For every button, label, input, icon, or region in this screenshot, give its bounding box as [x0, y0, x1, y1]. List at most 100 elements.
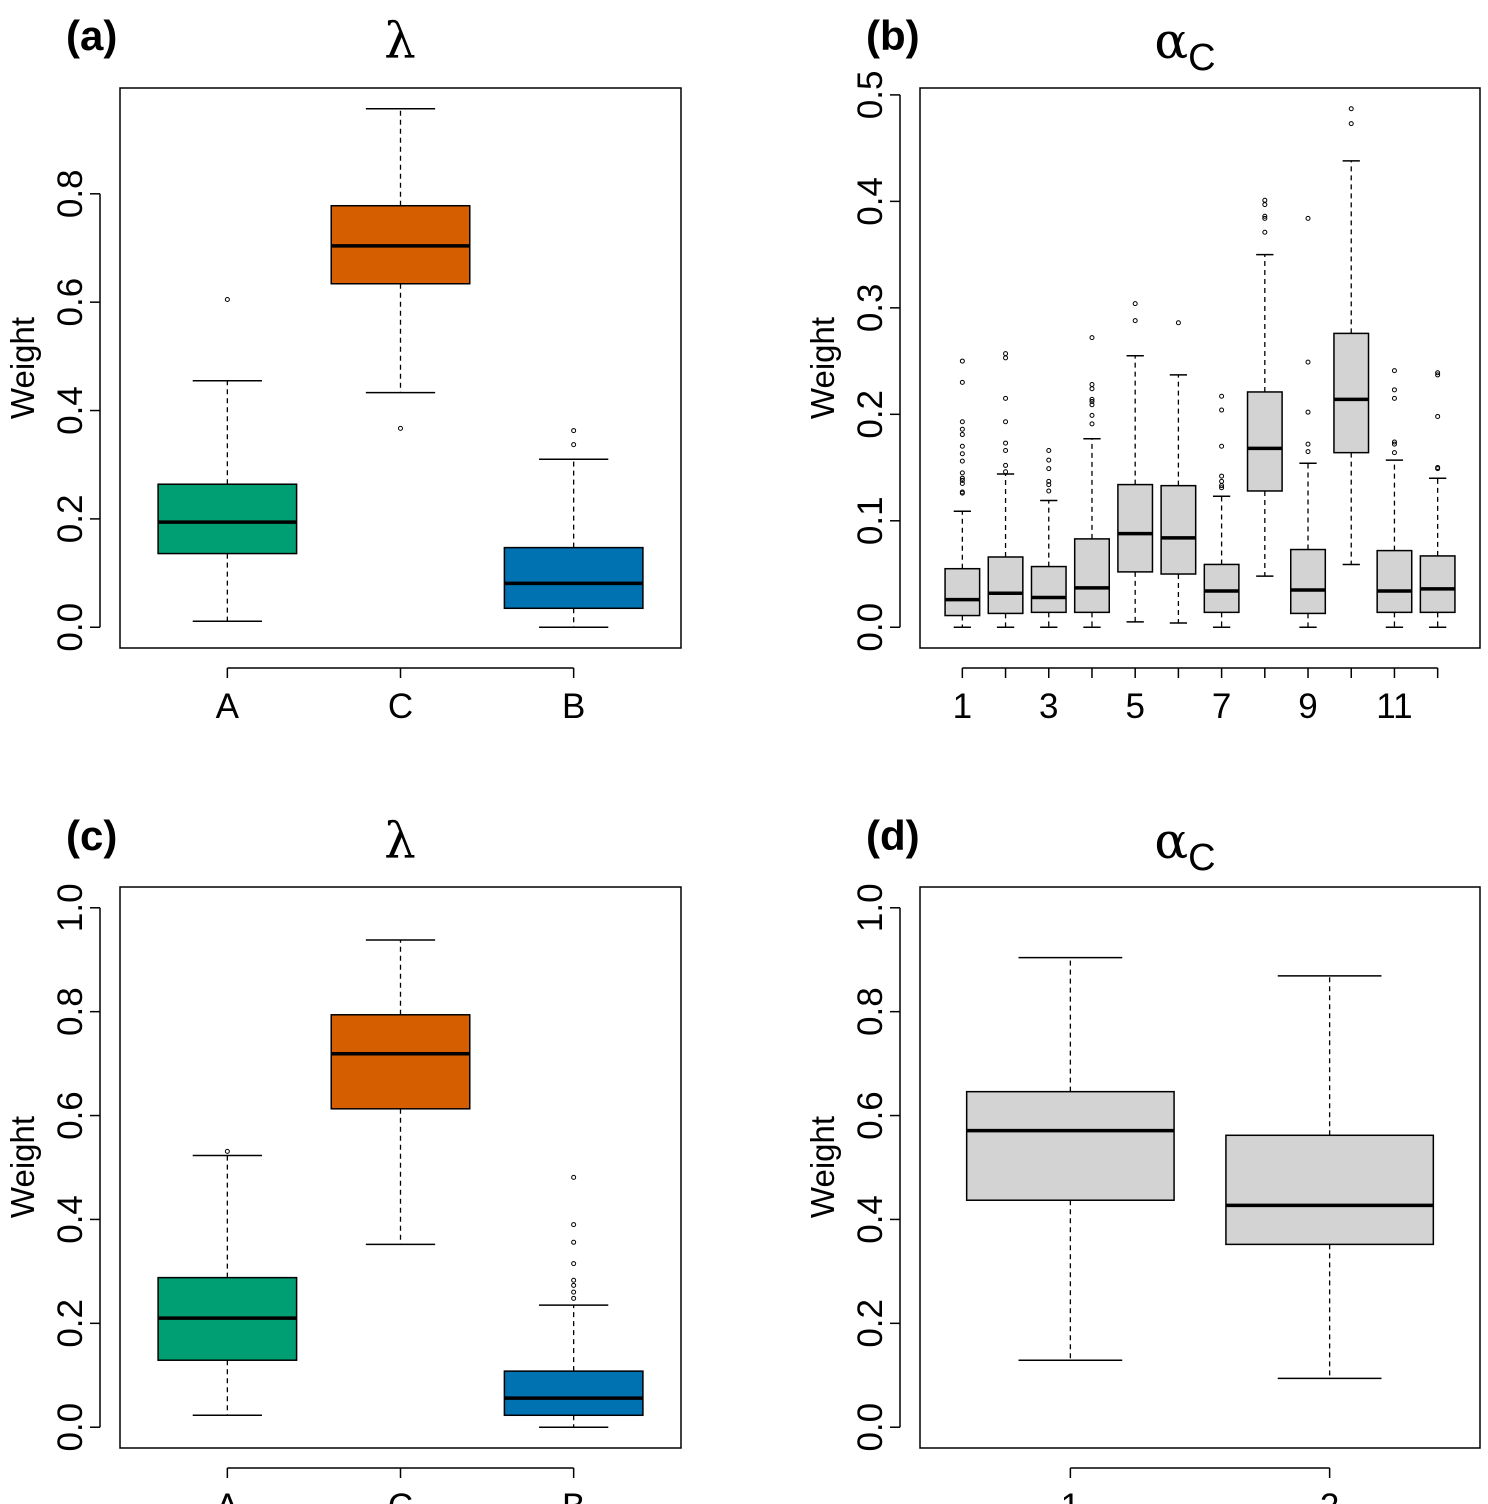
- outlier-point: [1003, 351, 1009, 357]
- box-C: [330, 107, 471, 431]
- outlier-point: [1219, 485, 1225, 491]
- panel-a: (a) λ Weight 0.0 0.2 0.4 0.6 0.8 A C B 0.0 0.1 0.2…: [4, 12, 1481, 1504]
- box-iqr: [503, 1370, 644, 1417]
- y-tick-label: 0.2: [851, 1299, 890, 1348]
- y-tick-label: 0.6: [51, 278, 90, 327]
- outlier-point: [1132, 318, 1138, 324]
- outlier-point: [571, 1261, 577, 1267]
- y-tick-label: 0.3: [851, 284, 890, 333]
- outlier-point: [1219, 443, 1225, 449]
- outlier-point: [1305, 409, 1311, 415]
- outlier-point: [1046, 488, 1052, 494]
- outlier-point: [1046, 478, 1052, 484]
- panel-label: (d): [866, 812, 920, 859]
- x-tick-label: 9: [1298, 687, 1317, 726]
- y-tick-label: 0.8: [851, 987, 890, 1036]
- x-tick-label: 5: [1125, 687, 1144, 726]
- outlier-point: [1391, 387, 1397, 393]
- box-B: [503, 428, 644, 629]
- box-12: [1419, 370, 1456, 629]
- outlier-point: [1219, 393, 1225, 399]
- outlier-point: [1262, 229, 1268, 235]
- x-tick-label: B: [562, 1487, 585, 1504]
- y-tick-label: 0.8: [51, 169, 90, 218]
- outlier-point: [959, 419, 965, 425]
- x-tick-label: 1: [953, 687, 972, 726]
- plot-frame: [919, 87, 1481, 649]
- panel-label: (a): [66, 12, 117, 59]
- outlier-point: [1435, 372, 1441, 378]
- panel-c: (c) λ Weight: [4, 812, 416, 1218]
- box-iqr: [1030, 565, 1067, 614]
- outlier-point: [959, 432, 965, 438]
- outlier-point: [1003, 440, 1009, 446]
- box-iqr: [1419, 555, 1456, 614]
- outlier-point: [398, 425, 403, 431]
- box-iqr: [965, 1090, 1175, 1201]
- x-tick-label: C: [388, 1487, 413, 1504]
- outlier-point: [1262, 213, 1268, 219]
- box-9: [1289, 215, 1327, 629]
- outlier-point: [1391, 368, 1397, 374]
- x-tick-label: 2: [1320, 1487, 1339, 1504]
- y-tick-label: 0.0: [851, 1403, 890, 1452]
- x-tick-label: 7: [1212, 687, 1231, 726]
- outlier-point: [1435, 413, 1441, 419]
- outlier-point: [959, 443, 965, 449]
- box-iqr: [1333, 332, 1370, 454]
- x-tick-label: 3: [1039, 687, 1058, 726]
- outlier-point: [224, 296, 230, 302]
- outlier-point: [959, 451, 965, 457]
- outlier-point: [1132, 301, 1138, 307]
- y-tick-label: 0.0: [51, 1403, 90, 1452]
- box-C: [330, 939, 471, 1246]
- outlier-point: [1305, 215, 1311, 221]
- outlier-point: [959, 477, 965, 483]
- outlier-point: [1435, 465, 1441, 471]
- chart-title: λ: [384, 12, 416, 70]
- outlier-point: [1003, 462, 1009, 468]
- outlier-point: [1262, 215, 1268, 221]
- outlier-point: [1219, 478, 1225, 484]
- box-1: 0.0 0.2 0.4 0.6 0.8 1.0 A C B 0.0 0.2 0.4 0.6 0.8 1.0 1…: [51, 358, 1481, 1504]
- y-tick-label: 0.2: [851, 390, 890, 439]
- outlier-point: [1391, 441, 1397, 447]
- outlier-point: [1175, 320, 1181, 326]
- y-axis-label: Weight: [4, 1116, 41, 1218]
- outlier-point: [1089, 412, 1095, 418]
- outlier-point: [1089, 382, 1095, 388]
- outlier-point: [1003, 448, 1009, 454]
- plot-frame: [919, 886, 1481, 1449]
- outlier-point: [1046, 482, 1052, 488]
- y-tick-label: 0.5: [851, 71, 890, 120]
- x-tick-label: B: [562, 687, 585, 726]
- box-A: 0.0 0.2 0.4 0.6 0.8 1.0 1 2: [157, 883, 1481, 1504]
- box-iqr: [944, 567, 981, 617]
- y-axis-label: Weight: [804, 317, 841, 419]
- plot-frame: [119, 87, 682, 649]
- y-tick-label: 0.1: [851, 496, 890, 545]
- box-8: [1246, 197, 1283, 577]
- y-axis-label: Weight: [804, 1116, 841, 1218]
- outlier-point: [1305, 359, 1311, 365]
- outlier-point: [571, 1295, 577, 1301]
- outlier-point: [959, 481, 965, 487]
- box-7: [1203, 393, 1240, 629]
- box-6: [1160, 320, 1197, 624]
- outlier-point: [1391, 450, 1397, 456]
- box-A: 0.0 0.1 0.2 0.3 0.4 0.5 1 3 5 7 9 11 0.0 0.2 0.4 0.6 0.8…: [51, 71, 1481, 1504]
- x-tick-label: A: [216, 687, 240, 726]
- panel-label: (b): [866, 12, 920, 59]
- outlier-point: [1003, 419, 1009, 425]
- outlier-point: [571, 428, 577, 434]
- outlier-point: [571, 442, 577, 448]
- chart-title: αC: [1154, 812, 1215, 879]
- outlier-point: [1391, 395, 1397, 401]
- outlier-point: [959, 470, 965, 476]
- panel-b: (b) αC Weight: [804, 12, 1216, 419]
- outlier-point: [959, 426, 965, 432]
- y-tick-label: 0.6: [851, 1091, 890, 1140]
- box-B: [503, 1174, 644, 1428]
- box-iqr: [987, 556, 1024, 615]
